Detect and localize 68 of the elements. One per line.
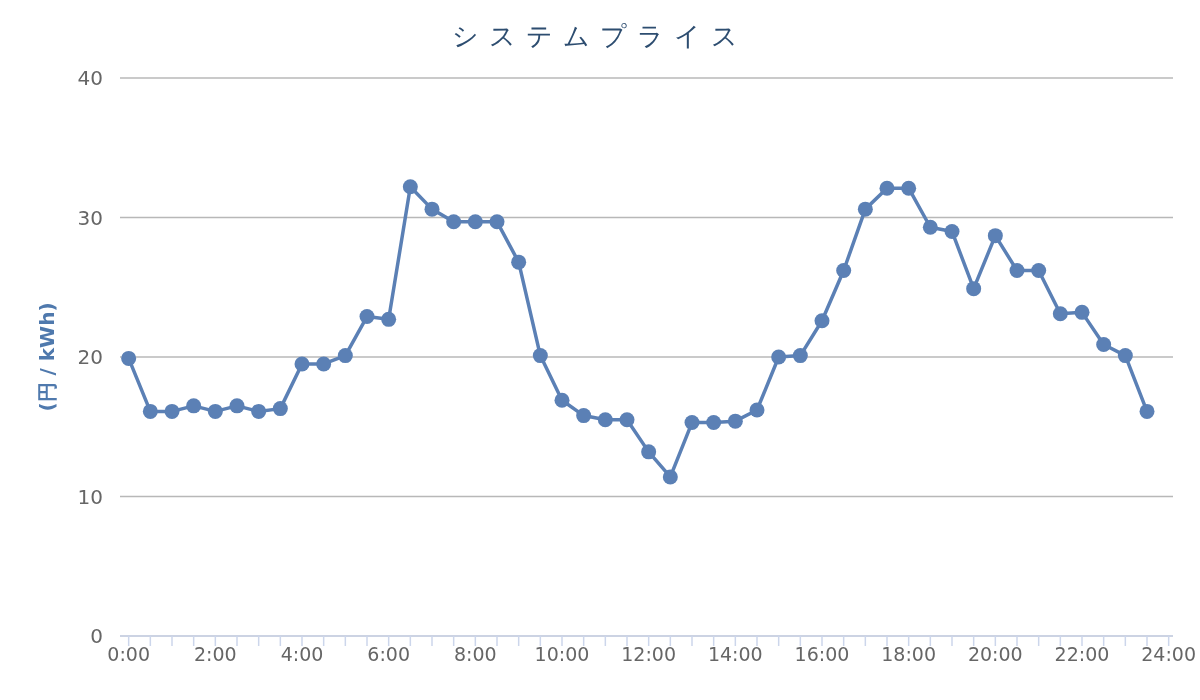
y-tick-label: 30 [77,205,103,230]
point [1052,306,1068,322]
point [1009,263,1025,279]
point [446,214,462,230]
point [121,350,137,366]
y-tick-label: 40 [77,66,103,91]
point [424,201,440,217]
y-tick-label: 20 [77,345,103,370]
point [251,403,267,419]
point [619,412,635,428]
point [207,403,223,419]
y-axis-title: (円 / kWh) [35,302,59,412]
point [1117,348,1133,364]
point [316,356,332,372]
point [576,408,592,424]
x-tick-label: 4:00 [280,643,324,666]
point [229,398,245,414]
point [402,179,418,195]
point [706,415,722,431]
point [857,201,873,217]
chart-title: システムプライス [451,20,749,53]
point [684,415,700,431]
point [879,180,895,196]
point [944,223,960,239]
point [186,398,202,414]
point [901,180,917,196]
point [467,214,483,230]
point [641,444,657,460]
point [532,348,548,364]
point [337,348,353,364]
x-tick-label: 16:00 [794,643,850,666]
point [511,254,527,270]
point [771,349,787,365]
point [836,263,852,279]
x-tick-label: 0:00 [107,643,150,666]
point [987,228,1003,244]
point [662,469,678,485]
x-tick-label: 6:00 [367,643,410,666]
point [966,281,982,297]
point [749,402,765,418]
point [489,214,505,230]
point [727,413,743,429]
x-tick-label: 2:00 [194,643,237,666]
point [381,311,397,327]
x-tick-label: 10:00 [534,643,590,666]
point [1139,403,1155,419]
x-tick-label: 14:00 [707,643,763,666]
point [359,309,375,325]
point [272,401,288,417]
point [1031,263,1047,279]
point [164,403,180,419]
point [597,412,613,428]
y-tick-label: 10 [77,484,103,509]
point [792,348,808,364]
point [554,392,570,408]
x-tick-label: 24:00 [1141,643,1197,666]
x-tick-label: 22:00 [1054,643,1110,666]
point [294,356,310,372]
x-tick-label: 12:00 [621,643,677,666]
point [814,313,830,329]
y-tick-label: 0 [90,624,103,649]
x-tick-label: 20:00 [967,643,1023,666]
point [1074,304,1090,320]
x-tick-label: 8:00 [454,643,497,666]
point [142,403,158,419]
x-tick-label: 18:00 [881,643,937,666]
point [1096,336,1112,352]
point [922,219,938,235]
